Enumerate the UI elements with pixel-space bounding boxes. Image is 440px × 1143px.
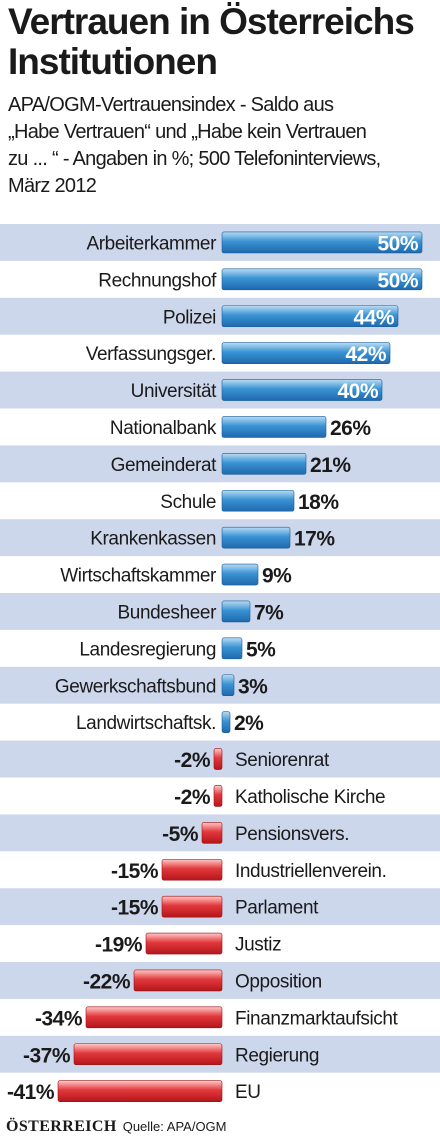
bar (221, 489, 295, 512)
category-label: Opposition (235, 971, 322, 992)
category-label: Katholische Kirche (235, 787, 385, 808)
value-label: 50% (377, 269, 418, 292)
category-label: Universität (131, 381, 217, 402)
bar (161, 895, 223, 918)
value-label: 2% (234, 712, 264, 735)
value-label: 5% (246, 638, 276, 661)
value-label: -22% (83, 970, 131, 993)
category-label: Finanzmarktaufsicht (235, 1008, 399, 1029)
bar (145, 932, 223, 955)
value-label: -37% (23, 1044, 71, 1067)
value-label: 26% (330, 417, 371, 440)
category-label: Schule (160, 492, 216, 513)
value-label: -41% (7, 1081, 55, 1104)
category-label: Polizei (163, 307, 216, 328)
category-label: Arbeiterkammer (86, 233, 217, 254)
value-label: 44% (353, 306, 394, 329)
category-label: Landwirtschaftsk. (76, 713, 216, 734)
category-label: Wirtschaftskammer (60, 566, 217, 587)
bar (85, 1006, 223, 1029)
category-label: Seniorenrat (235, 750, 330, 771)
value-label: -2% (174, 749, 211, 772)
bar (213, 785, 223, 807)
chart-subtitle: APA/OGM-Vertrauensindex - Saldo aus „Hab… (8, 92, 438, 200)
bar (221, 600, 251, 623)
bar (221, 342, 391, 364)
subtitle-line: März 2012 (8, 175, 97, 197)
footer: ÖSTERREICH Quelle: APA/OGM (6, 1118, 436, 1140)
bar (221, 379, 383, 401)
bar (221, 563, 259, 586)
bar (221, 637, 243, 660)
title-line: Institutionen (8, 41, 218, 82)
bar (221, 416, 327, 438)
value-label: -15% (111, 897, 159, 920)
bar (73, 1043, 223, 1066)
value-label: -19% (95, 934, 143, 957)
value-label: 40% (337, 380, 378, 403)
category-label: Bundesheer (118, 602, 218, 623)
value-label: 50% (377, 232, 418, 255)
category-label: Rechnungshof (98, 270, 217, 291)
bar (213, 748, 223, 770)
subtitle-line: zu ... “ - Angaben in %; 500 Telefoninte… (8, 148, 381, 170)
value-label: 21% (310, 454, 351, 477)
bar (221, 526, 291, 549)
category-label: EU (235, 1082, 261, 1103)
bar (57, 1080, 223, 1102)
category-label: Landesregierung (79, 639, 216, 660)
category-label: Nationalbank (110, 418, 217, 439)
bar (221, 674, 235, 697)
bar (221, 453, 307, 475)
category-label: Verfassungsger. (86, 344, 216, 365)
value-label: 7% (254, 601, 284, 624)
subtitle-line: APA/OGM-Vertrauensindex - Saldo aus (8, 94, 334, 116)
bar (133, 969, 223, 992)
bar (201, 822, 223, 844)
value-label: -5% (162, 823, 199, 846)
source-note: Quelle: APA/OGM (122, 1119, 227, 1134)
category-label: Krankenkassen (90, 529, 216, 550)
value-label: -2% (174, 786, 211, 809)
chart-title: Vertrauen in Österreichs Institutionen (8, 2, 436, 82)
row-stripe (0, 445, 440, 483)
bar (221, 305, 399, 328)
brand-logo: ÖSTERREICH (6, 1118, 117, 1135)
category-label: Gewerkschaftsbund (55, 676, 216, 697)
value-label: 3% (238, 675, 268, 698)
value-label: -34% (35, 1007, 83, 1030)
subtitle-line: „Habe Vertrauen“ und „Habe kein Vertraue… (8, 121, 367, 143)
category-label: Justiz (235, 935, 281, 956)
row-stripe (0, 593, 440, 630)
category-label: Pensionsvers. (235, 824, 349, 845)
title-line: Vertrauen in Österreichs (8, 1, 415, 42)
bar (161, 858, 223, 881)
value-label: 9% (262, 565, 292, 588)
bar (221, 231, 423, 254)
value-label: -15% (111, 860, 159, 883)
value-label: 18% (298, 491, 339, 514)
bar (221, 268, 423, 291)
category-label: Industriellenverein. (235, 861, 386, 882)
value-label: 42% (345, 343, 386, 366)
row-stripe (0, 519, 440, 557)
value-label: 17% (294, 528, 335, 551)
category-label: Gemeinderat (111, 455, 218, 476)
bar (221, 711, 231, 733)
row-stripe (0, 666, 440, 704)
category-label: Regierung (235, 1045, 319, 1066)
category-label: Parlament (235, 898, 319, 919)
